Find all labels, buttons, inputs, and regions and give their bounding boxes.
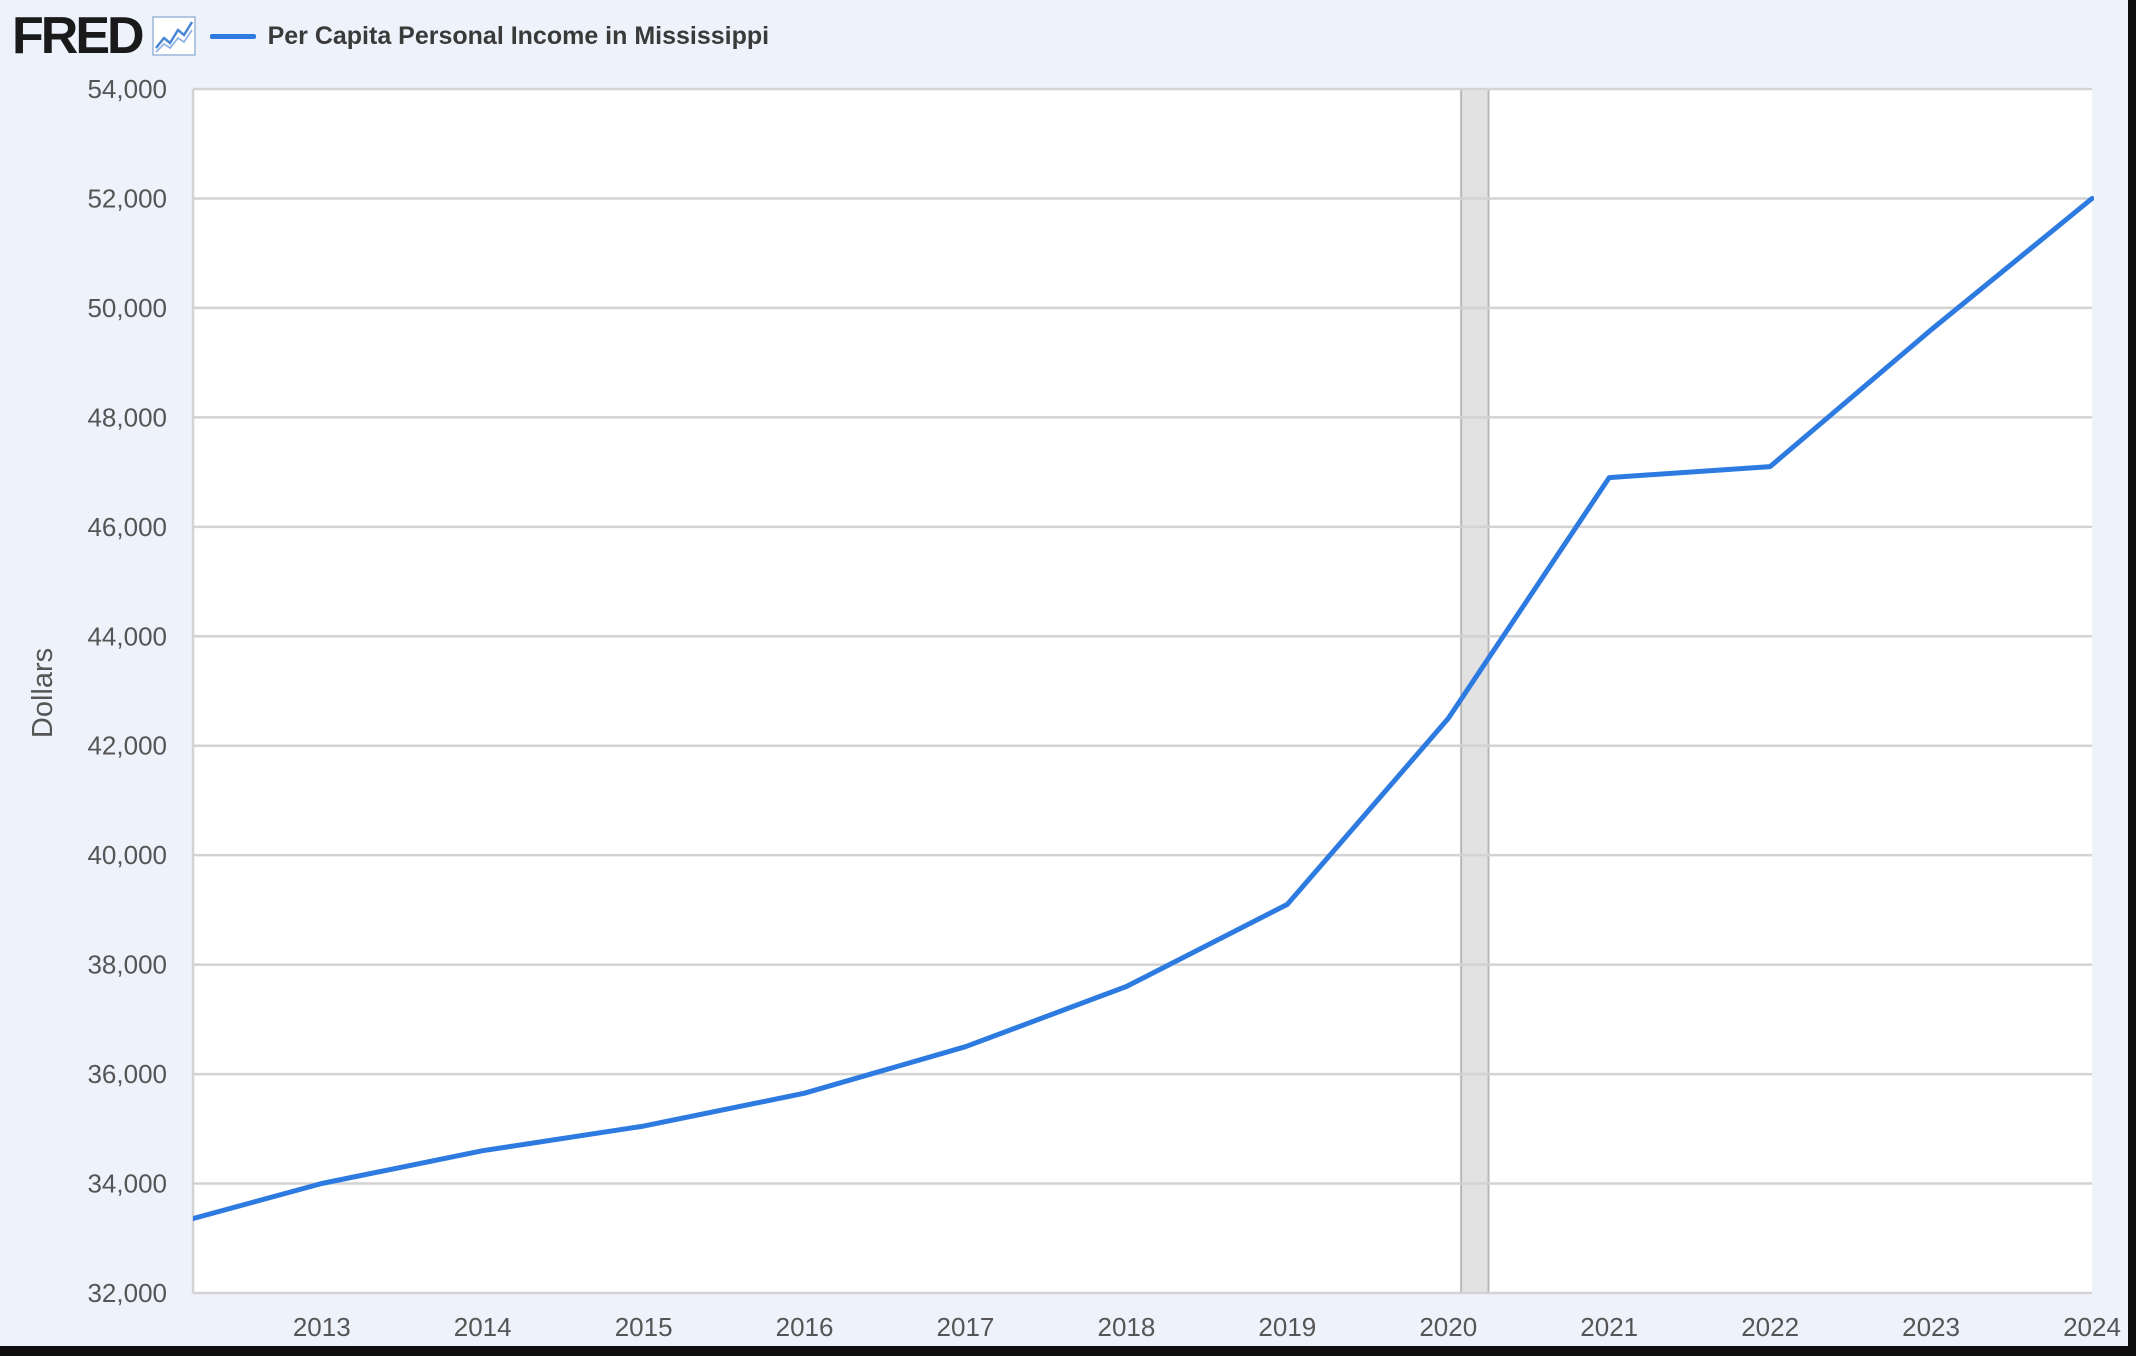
x-tick-label: 2023 xyxy=(1902,1312,1960,1342)
x-tick-label: 2014 xyxy=(454,1312,512,1342)
x-tick-label: 2017 xyxy=(937,1312,995,1342)
x-tick-label: 2022 xyxy=(1741,1312,1799,1342)
y-tick-label: 46,000 xyxy=(87,512,167,542)
x-tick-label: 2013 xyxy=(293,1312,351,1342)
y-tick-label: 42,000 xyxy=(87,731,167,761)
bottom-border xyxy=(0,1346,2136,1356)
legend-label: Per Capita Personal Income in Mississipp… xyxy=(267,21,770,50)
x-tick-label: 2019 xyxy=(1258,1312,1316,1342)
plot-area xyxy=(193,89,2092,1293)
y-tick-label: 32,000 xyxy=(87,1278,167,1308)
legend-swatch xyxy=(209,33,256,39)
series-line[interactable] xyxy=(161,196,2094,1228)
y-axis-title: Dollars xyxy=(27,648,59,738)
y-tick-label: 36,000 xyxy=(87,1059,167,1089)
x-tick-label: 2024 xyxy=(2063,1312,2121,1342)
x-tick-label: 2018 xyxy=(1097,1312,1155,1342)
legend: Per Capita Personal Income in Mississipp… xyxy=(209,21,770,51)
x-tick-label: 2016 xyxy=(776,1312,834,1342)
fred-logo[interactable]: FRED xyxy=(12,7,145,65)
x-tick-label: 2021 xyxy=(1580,1312,1638,1342)
x-tick-label: 2015 xyxy=(615,1312,673,1342)
chart-header: FRED Per Capita Personal Income in Missi… xyxy=(12,8,769,64)
x-tick-label: 2020 xyxy=(1419,1312,1477,1342)
right-border xyxy=(2128,0,2136,1356)
y-tick-label: 40,000 xyxy=(87,840,167,870)
y-tick-label: 54,000 xyxy=(87,74,167,104)
line-chart-icon xyxy=(151,16,196,56)
y-tick-label: 38,000 xyxy=(87,950,167,980)
y-tick-label: 44,000 xyxy=(87,621,167,651)
y-tick-label: 50,000 xyxy=(87,293,167,323)
y-tick-label: 34,000 xyxy=(87,1169,167,1199)
y-tick-label: 52,000 xyxy=(87,183,167,213)
y-tick-label: 48,000 xyxy=(87,402,167,432)
